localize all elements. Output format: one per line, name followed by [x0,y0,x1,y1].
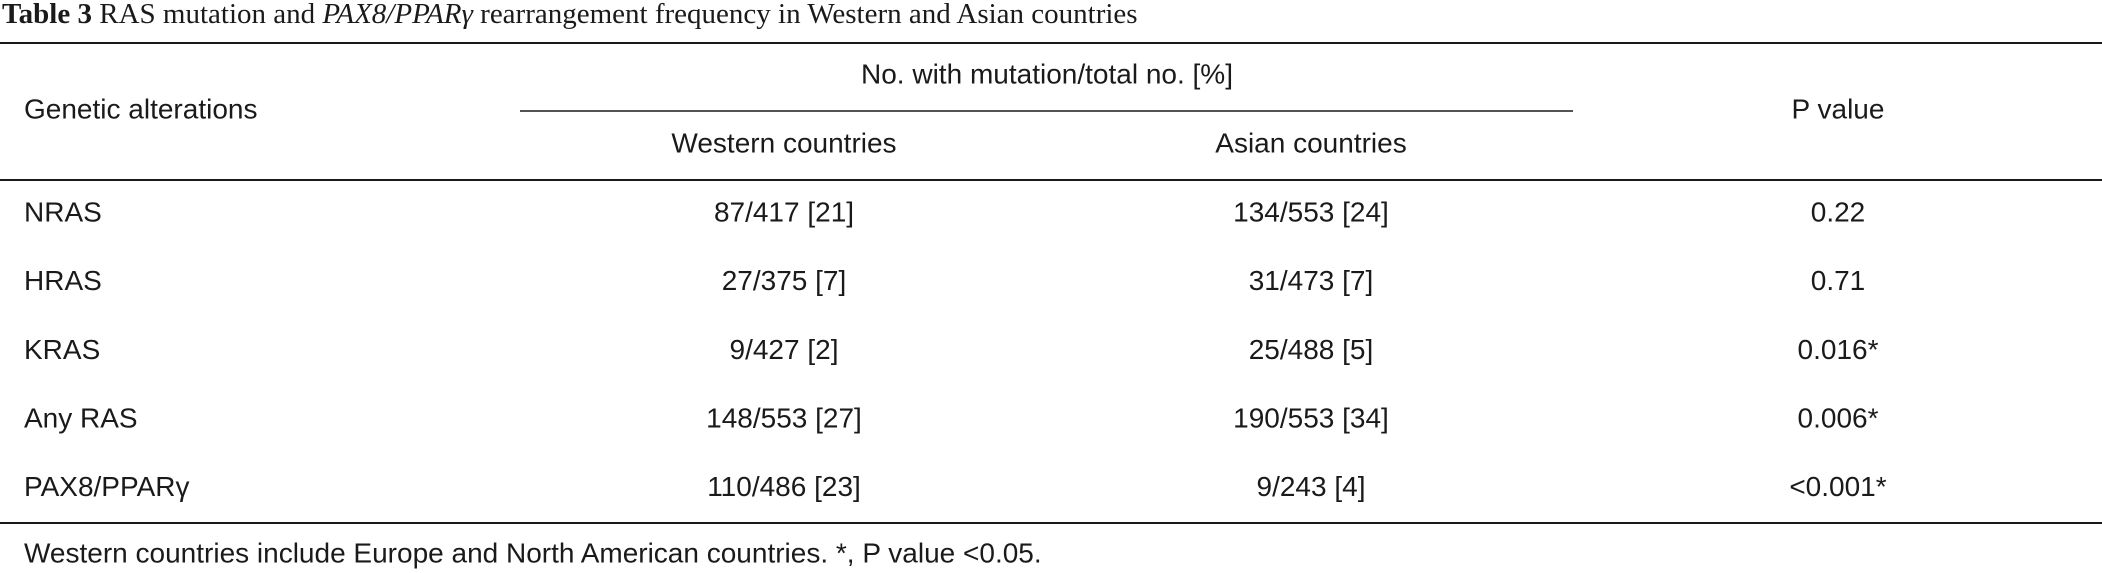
caption-italic: PAX8/PPARγ [321,0,474,30]
row-header: Genetic alterations [24,93,257,124]
cell: 110/486 [23] [707,471,861,502]
cell: 134/553 [24] [1233,196,1389,227]
column-header: Western countries [671,127,896,158]
cell: 31/473 [7] [1249,265,1374,296]
column-header: P value [1792,93,1885,124]
caption: Table 3 RAS mutation and PAX8/PPARγ rear… [2,0,1138,30]
footnote: Western countries include Europe and Nor… [24,537,1042,568]
row-label: Any RAS [24,402,138,433]
cell: <0.001* [1789,471,1886,502]
cell: 0.71 [1811,265,1866,296]
group-header: No. with mutation/total no. [%] [861,58,1233,89]
cell: 148/553 [27] [706,402,862,433]
row-label: NRAS [24,196,102,227]
cell: 0.22 [1811,196,1866,227]
cell: 27/375 [7] [722,265,847,296]
caption-label: Table 3 [2,0,92,30]
cell: 87/417 [21] [714,196,854,227]
cell: 190/553 [34] [1233,402,1389,433]
cell: 9/243 [4] [1257,471,1366,502]
caption-text: rearrangement frequency in Western and A… [480,0,1137,30]
row-label: HRAS [24,265,102,296]
cell: 9/427 [2] [730,334,839,365]
column-header: Asian countries [1215,127,1406,158]
caption-text: RAS mutation and [99,0,315,30]
cell: 25/488 [5] [1249,334,1374,365]
row-label: PAX8/PPARγ [24,471,189,502]
cell: 0.006* [1798,402,1879,433]
cell: 0.016* [1798,334,1879,365]
row-label: KRAS [24,334,100,365]
